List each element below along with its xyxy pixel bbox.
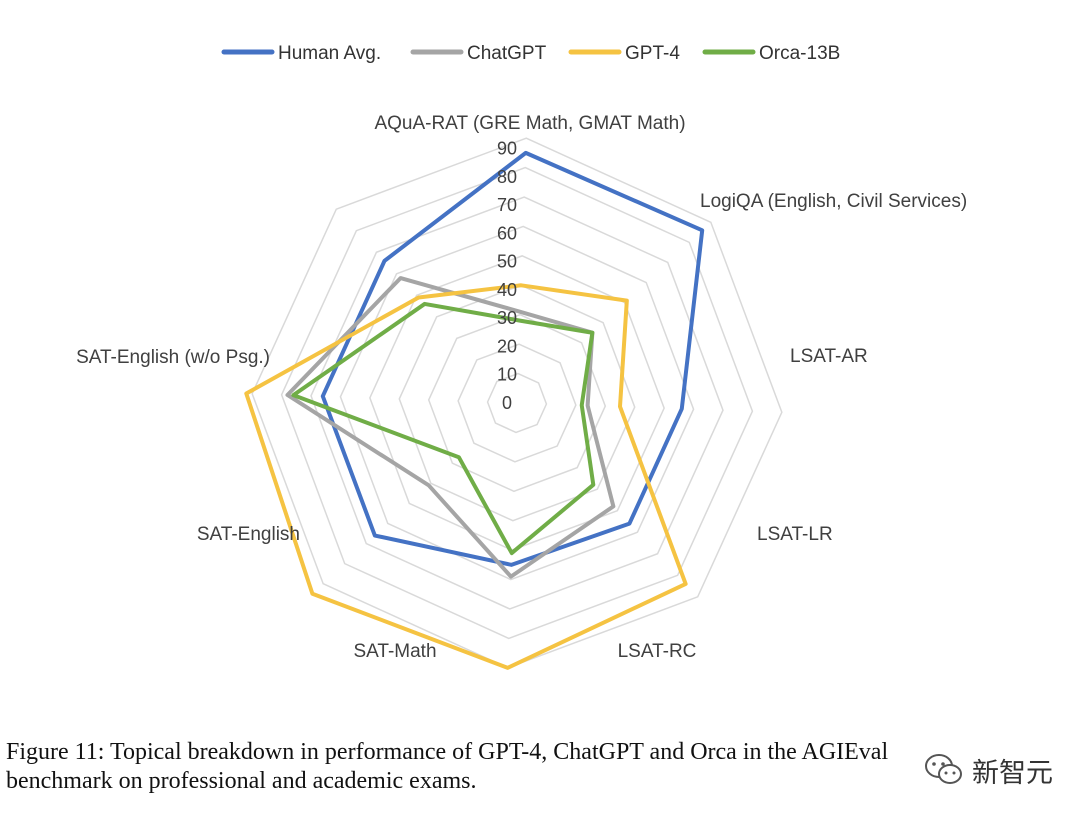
grid-ring bbox=[457, 343, 577, 463]
caption-line-2: benchmark on professional and academic e… bbox=[6, 768, 477, 794]
tick-label: 70 bbox=[497, 195, 517, 215]
grid-ring bbox=[486, 372, 548, 434]
tick-label: 60 bbox=[497, 223, 517, 243]
wechat-icon bbox=[925, 754, 962, 784]
axis-label: SAT-Math bbox=[353, 641, 436, 662]
tick-label: 30 bbox=[497, 308, 517, 328]
grid-ring bbox=[280, 166, 754, 640]
legend-label: GPT-4 bbox=[625, 43, 680, 64]
axis-label: AQuA-RAT (GRE Math, GMAT Math) bbox=[374, 113, 685, 134]
tick-label: 40 bbox=[497, 280, 517, 300]
radar-chart: 0 10 20 30 40 50 60 70 80 90 AQuA-RAT (GRE Math, … bbox=[76, 43, 967, 670]
tick-label: 10 bbox=[497, 365, 517, 385]
watermark: 新智元 bbox=[920, 748, 1059, 792]
axis-label: LSAT-RC bbox=[618, 641, 697, 662]
tick-label: 50 bbox=[497, 252, 517, 272]
series-human-avg-line bbox=[320, 150, 705, 567]
axis-label: LSAT-AR bbox=[790, 346, 868, 367]
grid-ring bbox=[251, 137, 783, 669]
tick-label: 80 bbox=[497, 167, 517, 187]
axis-label: LogiQA (English, Civil Services) bbox=[700, 191, 967, 212]
axis-label: SAT-English (w/o Psg.) bbox=[76, 347, 270, 368]
series-orca-13b-line bbox=[291, 301, 596, 556]
axis-label: LSAT-LR bbox=[757, 524, 833, 545]
series-chatgpt-line bbox=[285, 276, 616, 579]
radar-series bbox=[244, 150, 705, 670]
radar-tick-labels: 0 10 20 30 40 50 60 70 80 90 bbox=[497, 139, 517, 413]
grid-ring bbox=[398, 284, 636, 522]
tick-label: 20 bbox=[497, 336, 517, 356]
axis-label: SAT-English bbox=[197, 524, 300, 545]
figure-caption: Figure 11: Topical breakdown in performa… bbox=[6, 738, 1066, 796]
caption-line-1: Figure 11: Topical breakdown in performa… bbox=[6, 739, 889, 765]
legend-label: Human Avg. bbox=[278, 43, 381, 64]
grid-ring bbox=[310, 196, 724, 610]
grid-ring bbox=[339, 225, 695, 581]
legend-label: Orca-13B bbox=[759, 43, 840, 64]
chart-legend: Human Avg. ChatGPT GPT-4 Orca-13B bbox=[221, 43, 840, 64]
radar-axis-labels: AQuA-RAT (GRE Math, GMAT Math) LogiQA (En… bbox=[76, 113, 967, 662]
radar-grid bbox=[251, 137, 783, 669]
series-gpt-4-line bbox=[244, 283, 688, 670]
watermark-text: 新智元 bbox=[972, 757, 1053, 789]
tick-label: 90 bbox=[497, 139, 517, 159]
legend-label: ChatGPT bbox=[467, 43, 547, 64]
tick-label: 0 bbox=[502, 393, 512, 413]
